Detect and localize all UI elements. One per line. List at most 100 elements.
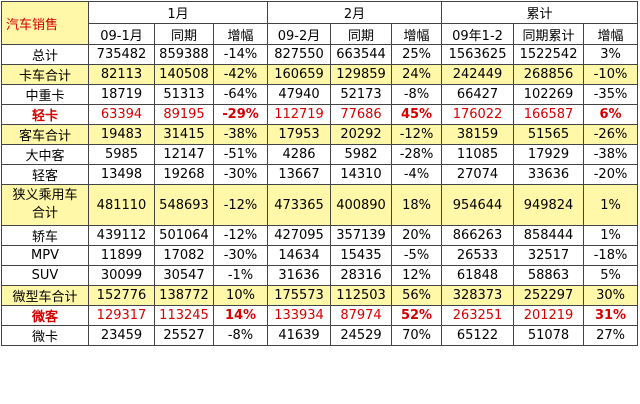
table-cell: 20% [391, 225, 443, 246]
table-cell: 1% [583, 184, 639, 226]
table-row: 客车合计 19483 31415 -38% 17953 20292 -12% 38159 515… [1, 124, 639, 145]
table-row: 微型车合计 152776 138772 10% 175573 112503 56% 32837… [1, 285, 639, 306]
row-label: 微卡 [1, 325, 89, 346]
table-cell: 859388 [154, 44, 214, 65]
table-cell: 133934 [267, 305, 332, 326]
table-cell: 51565 [513, 124, 585, 145]
table-cell: 70% [391, 325, 443, 346]
table-row: 卡车合计 82113 140508 -42% 160659 129859 24% 242449… [1, 64, 639, 85]
table-cell: 473365 [267, 184, 332, 226]
group-header-row: 汽车销售 1月 2月 累计 [1, 1, 639, 45]
table-cell: 663544 [330, 44, 393, 65]
table-row: SUV 30099 30547 -1% 31636 28316 12% 61848 58863 5… [1, 265, 639, 286]
table-cell: 87974 [330, 305, 393, 326]
table-cell: 61848 [441, 265, 515, 286]
table-row: 狭义乘用车 合计 481110 548693 -12% 473365 400890 18% 95… [1, 184, 639, 226]
table-cell: 427095 [267, 225, 332, 246]
table-cell: -8% [391, 84, 443, 105]
table-body: 汽车销售 1月 2月 累计 09-1月 同期 增幅 09-2月 同期 增幅 09… [1, 1, 639, 346]
table-cell: 4286 [267, 144, 332, 165]
table-cell: 17082 [154, 245, 214, 266]
table-cell: -26% [583, 124, 639, 145]
table-cell: 5985 [88, 144, 155, 165]
table-cell: 201219 [513, 305, 585, 326]
table-cell: -1% [212, 265, 269, 286]
group-header-jan: 1月 [87, 1, 269, 24]
table-cell: 268856 [513, 64, 585, 85]
table-cell: 66427 [441, 84, 515, 105]
table-cell: -35% [583, 84, 639, 105]
table-cell: 13498 [88, 164, 155, 185]
row-label: 狭义乘用车 合计 [1, 184, 89, 226]
table-cell: 548693 [154, 184, 214, 226]
table-cell: 12% [391, 265, 443, 286]
table-cell: 38159 [441, 124, 515, 145]
table-cell: 20292 [330, 124, 393, 145]
table-cell: 17953 [267, 124, 332, 145]
table-cell: 63394 [88, 104, 155, 125]
table-cell: -12% [391, 124, 443, 145]
table-cell: 56% [391, 285, 443, 306]
table-cell: 19483 [88, 124, 155, 145]
table-cell: 14634 [267, 245, 332, 266]
table-cell: 27% [583, 325, 639, 346]
row-label: 微型车合计 [1, 285, 89, 306]
table-cell: -64% [212, 84, 269, 105]
table-cell: 47940 [267, 84, 332, 105]
table-cell: 77686 [330, 104, 393, 125]
table-cell: 113245 [154, 305, 214, 326]
row-label: MPV [1, 245, 89, 266]
table-row: 微客 129317 113245 14% 133934 87974 52% 263251 201… [1, 305, 639, 326]
table-cell: 31415 [154, 124, 214, 145]
table-cell: 58863 [513, 265, 585, 286]
table-cell: 176022 [441, 104, 515, 125]
table-cell: -14% [212, 44, 269, 65]
table-cell: 129317 [88, 305, 155, 326]
table-cell: 6% [583, 104, 639, 125]
table-cell: 41639 [267, 325, 332, 346]
row-label: 中重卡 [1, 84, 89, 105]
table-row: 轻卡 63394 89195 -29% 112719 77686 45% 176022 1665… [1, 104, 639, 125]
table-cell: 858444 [513, 225, 585, 246]
table-cell: 1563625 [441, 44, 515, 65]
table-cell: 25% [391, 44, 443, 65]
table-cell: 25527 [154, 325, 214, 346]
table-cell: 129859 [330, 64, 393, 85]
table-cell: 30099 [88, 265, 155, 286]
row-label: 客车合计 [1, 124, 89, 145]
table-cell: 140508 [154, 64, 214, 85]
table-cell: 10% [212, 285, 269, 306]
table-cell: -20% [583, 164, 639, 185]
table-cell: 1% [583, 225, 639, 246]
table-cell: 949824 [513, 184, 585, 226]
table-cell: -12% [212, 184, 269, 226]
table-cell: -42% [212, 64, 269, 85]
table-row: 中重卡 18719 51313 -64% 47940 52173 -8% 66427 10226… [1, 84, 639, 105]
table-cell: 82113 [88, 64, 155, 85]
table-cell: 30547 [154, 265, 214, 286]
table-cell: 11085 [441, 144, 515, 165]
table-cell: 24529 [330, 325, 393, 346]
table-cell: 166587 [513, 104, 585, 125]
table-cell: 735482 [88, 44, 155, 65]
table-cell: 14310 [330, 164, 393, 185]
table-cell: 18719 [88, 84, 155, 105]
table-cell: 501064 [154, 225, 214, 246]
table-cell: 400890 [330, 184, 393, 226]
table-cell: -18% [583, 245, 639, 266]
sub-header-row: 09-1月 同期 增幅 09-2月 同期 增幅 09年1-2 同期累计 增幅 [2, 23, 639, 45]
table-cell: 51078 [513, 325, 585, 346]
row-label: 轻客 [1, 164, 89, 185]
table-cell: 52173 [330, 84, 393, 105]
table-cell: 31% [583, 305, 639, 326]
table-cell: 357139 [330, 225, 393, 246]
table-cell: 102269 [513, 84, 585, 105]
table-cell: 33636 [513, 164, 585, 185]
column-header: 增幅 [212, 23, 269, 45]
table-cell: 27074 [441, 164, 515, 185]
table-cell: -10% [583, 64, 639, 85]
table-cell: 14% [212, 305, 269, 326]
table-cell: 26533 [441, 245, 515, 266]
table-cell: 12147 [154, 144, 214, 165]
table-cell: 31636 [267, 265, 332, 286]
